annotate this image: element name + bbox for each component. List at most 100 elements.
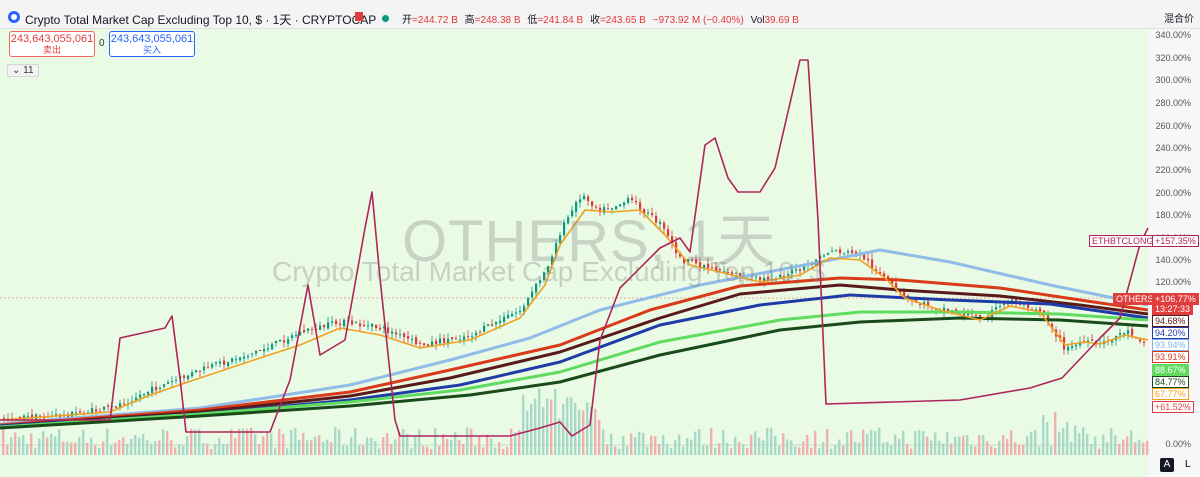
candle-body [547, 266, 550, 273]
auto-scale-button[interactable]: A [1160, 458, 1174, 472]
indicators-toggle[interactable]: ⌄ 11 [7, 64, 39, 77]
volume-bar [1074, 425, 1077, 455]
flag-icon[interactable] [355, 12, 363, 21]
volume-bar [1006, 438, 1009, 455]
candle-body [663, 222, 666, 229]
candle-body [3, 417, 6, 419]
ma-red-line [0, 276, 1149, 427]
candle-body [799, 269, 802, 272]
volume-bar [582, 410, 585, 455]
volume-bar [1130, 430, 1133, 455]
candle-body [647, 212, 650, 214]
volume-bar [386, 433, 389, 455]
volume-bar [78, 436, 81, 455]
volume-bar [346, 446, 349, 455]
candle-body [1035, 309, 1038, 311]
symbol-title[interactable]: Crypto Total Market Cap Excluding Top 10… [25, 13, 377, 27]
candle-body [375, 324, 378, 328]
ohlc-legend: 开=244.72 B 高=248.38 B 低=241.84 B 收=243.6… [402, 15, 799, 26]
volume-bar [186, 435, 189, 455]
volume-bar [62, 441, 65, 455]
watermark-symbol: OTHERS, 1天 [402, 209, 777, 274]
volume-bar [750, 435, 753, 455]
volume-bar [590, 406, 593, 455]
volume-bar [894, 434, 897, 455]
candle-body [847, 251, 850, 253]
volume-bar [986, 441, 989, 455]
axis-tick-label: 320.00% [1155, 53, 1191, 63]
candle-body [143, 393, 146, 396]
volume-bar [534, 398, 537, 455]
candle-body [1143, 341, 1146, 343]
volume-bar [430, 448, 433, 455]
candle-body [243, 356, 246, 359]
volume-bar [950, 443, 953, 455]
candle-body [27, 415, 30, 417]
volume-bar [698, 429, 701, 455]
volume-bar [414, 435, 417, 455]
candle-body [115, 406, 118, 408]
candle-body [615, 206, 618, 210]
buy-button[interactable]: 243,643,055,061 买入 [109, 31, 195, 57]
volume-bar [498, 442, 501, 455]
volume-bar [418, 429, 421, 455]
log-scale-button[interactable]: L [1185, 459, 1191, 470]
volume-bar [714, 447, 717, 455]
chevron-down-icon: ⌄ [12, 65, 21, 76]
candle-body [827, 252, 830, 255]
candle-body [1131, 328, 1134, 336]
volume-bar [58, 429, 61, 455]
candle-body [299, 331, 302, 336]
volume-bar [230, 429, 233, 455]
volume-bar [890, 445, 893, 455]
volume-bar [234, 438, 237, 455]
volume-bar [290, 430, 293, 455]
candle-body [683, 257, 686, 264]
candle-body [187, 375, 190, 379]
volume-bar [138, 437, 141, 455]
volume-bar [998, 440, 1001, 455]
market-status-icon [382, 15, 389, 22]
volume-bar [1070, 441, 1073, 455]
cryptocap-logo-icon [8, 11, 20, 23]
volume-bar [422, 446, 425, 455]
volume-bar [1038, 446, 1041, 455]
candle-body [527, 297, 530, 306]
volume-bar [1026, 436, 1029, 455]
candle-body [295, 334, 298, 336]
candle-body [139, 394, 142, 398]
volume-bar [854, 442, 857, 455]
volume-bar [226, 443, 229, 455]
sell-button[interactable]: 243,643,055,061 卖出 [9, 31, 95, 57]
volume-bar [166, 430, 169, 455]
candle-body [619, 204, 622, 207]
candle-body [371, 323, 374, 327]
volume-bar [502, 448, 505, 455]
candle-body [635, 200, 638, 203]
volume-bar [1114, 435, 1117, 455]
price-mode-button[interactable]: 混合价 [1164, 14, 1194, 25]
volume-bar [930, 440, 933, 455]
candle-body [723, 271, 726, 273]
volume-bar [126, 443, 129, 455]
scale-buttons: A L [1160, 458, 1199, 472]
candle-body [407, 336, 410, 339]
volume-bar [146, 440, 149, 455]
volume-bar [974, 446, 977, 455]
candle-body [1071, 345, 1074, 348]
volume-bar [762, 440, 765, 455]
volume-bar [18, 437, 21, 455]
candle-body [119, 403, 122, 409]
volume-bar [294, 428, 297, 455]
volume-bar [1050, 446, 1053, 455]
candle-body [587, 196, 590, 202]
volume-bar [654, 436, 657, 455]
candle-body [1007, 303, 1010, 305]
volume-bar [1142, 442, 1145, 455]
volume-bar [1030, 431, 1033, 455]
volume-bar [686, 437, 689, 455]
volume-bar [122, 437, 125, 455]
axis-value-tag: 84.77% [1152, 376, 1189, 388]
candle-body [699, 261, 702, 268]
